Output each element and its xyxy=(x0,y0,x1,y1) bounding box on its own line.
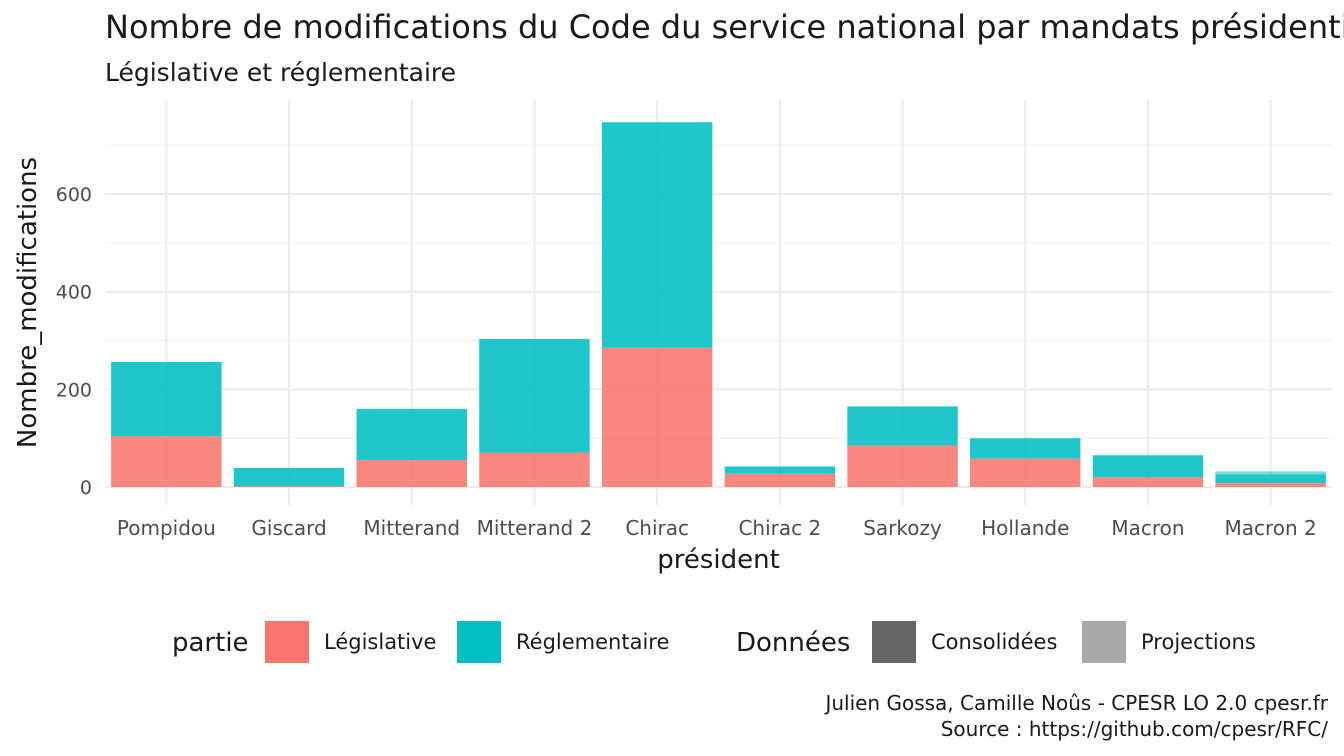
x-tick-label: Sarkozy xyxy=(863,516,942,540)
x-tick-label: Hollande xyxy=(981,516,1069,540)
bar-legislative xyxy=(233,486,345,487)
caption-source: Source : https://github.com/cpesr/RFC/ xyxy=(940,717,1328,741)
legend-label-reglementaire: Réglementaire xyxy=(516,630,669,654)
legend-title-donnees: Données xyxy=(736,628,850,658)
bar-reglementaire xyxy=(970,438,1081,459)
bar-reglementaire xyxy=(724,466,836,474)
bar-legislative xyxy=(1092,477,1204,487)
bar-reglementaire xyxy=(356,408,467,461)
x-tick-label: Macron 2 xyxy=(1225,516,1317,540)
bar-reglementaire xyxy=(847,406,958,446)
legend-key-legislative xyxy=(265,621,309,663)
x-axis-title: président xyxy=(657,545,780,575)
bar-reglementaire xyxy=(601,122,713,348)
bar-legislative xyxy=(970,458,1081,487)
bar-legislative xyxy=(111,436,222,487)
legend-key-reglementaire xyxy=(457,621,501,663)
bar-legislative xyxy=(847,445,958,487)
y-tick-label: 0 xyxy=(80,477,92,499)
x-tick-label: Giscard xyxy=(251,516,326,540)
x-tick-label: Mitterand xyxy=(363,516,460,540)
bar-reglementaire xyxy=(111,361,222,437)
caption: Julien Gossa, Camille Noûs - CPESR LO 2.… xyxy=(825,690,1328,742)
x-tick-label: Pompidou xyxy=(117,516,216,540)
y-axis-title: Nombre_modifications xyxy=(13,157,43,448)
legend-label-legislative: Législative xyxy=(324,630,436,654)
y-tick-label: 200 xyxy=(56,379,92,401)
legend-label-consolidees: Consolidées xyxy=(931,630,1057,654)
x-tick-label: Mitterand 2 xyxy=(477,516,593,540)
bar-legislative xyxy=(1215,483,1326,487)
chart-subtitle: Législative et réglementaire xyxy=(105,58,457,87)
y-tick-label: 600 xyxy=(56,184,92,206)
legend-key-consolidees xyxy=(872,621,916,663)
y-tick-label: 400 xyxy=(56,282,92,304)
bar-legislative xyxy=(724,473,836,487)
bar-projection xyxy=(1215,471,1326,475)
chart-title: Nombre de modifications du Code du servi… xyxy=(105,8,1344,46)
bar-reglementaire xyxy=(1215,474,1326,484)
bar-reglementaire xyxy=(479,339,590,453)
bar-legislative xyxy=(601,347,713,487)
bar-reglementaire xyxy=(233,467,345,487)
x-tick-label: Chirac 2 xyxy=(738,516,821,540)
legend-key-projections xyxy=(1082,621,1126,663)
bar-reglementaire xyxy=(1092,455,1204,478)
bar-legislative xyxy=(356,460,467,487)
bar-legislative xyxy=(479,452,590,487)
legend-label-projections: Projections xyxy=(1141,630,1256,654)
legend-title-partie: partie xyxy=(172,628,249,658)
x-tick-label: Chirac xyxy=(625,516,689,540)
x-tick-label: Macron xyxy=(1111,516,1184,540)
caption-credits: Julien Gossa, Camille Noûs - CPESR LO 2.… xyxy=(825,691,1328,715)
